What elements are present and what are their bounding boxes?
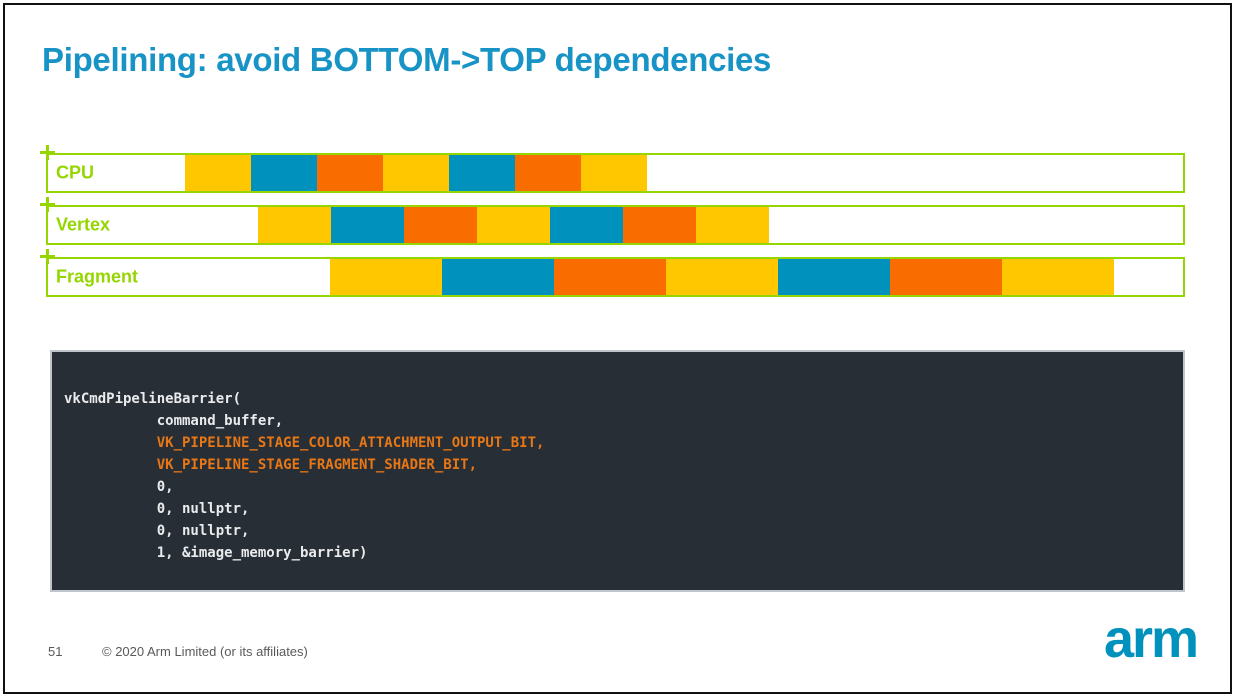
code: vkCmdPipelineBarrier( command_buffer, VK… [64, 388, 1183, 564]
code-line: VK_PIPELINE_STAGE_FRAGMENT_SHADER_BIT, [64, 457, 478, 473]
timeline-segment-blue [550, 207, 623, 243]
timeline-segment-yellow [258, 207, 331, 243]
code-line: 0, nullptr, [64, 501, 250, 517]
timeline-segment-orange [317, 155, 383, 191]
timeline-bar-cpu: CPU [40, 145, 1185, 193]
code-line: 1, &image_memory_barrier) [64, 545, 368, 561]
timeline-segment-orange [515, 155, 581, 191]
timeline-segment-orange [623, 207, 696, 243]
timeline-segment-yellow [1002, 259, 1114, 295]
plus-icon [40, 249, 55, 264]
arm-logo: arm [1103, 609, 1199, 669]
page-number: 51 [48, 644, 63, 659]
code-line: command_buffer, [64, 413, 284, 429]
timeline-segment-blue [442, 259, 554, 295]
timeline-segments [330, 259, 1114, 295]
timeline-segment-yellow [477, 207, 550, 243]
timeline-segments [258, 207, 769, 243]
timeline-bar-vertex: Vertex [40, 197, 1185, 245]
code-block: vkCmdPipelineBarrier( command_buffer, VK… [50, 350, 1185, 592]
timeline-segment-yellow [383, 155, 449, 191]
timeline-segment-yellow [581, 155, 647, 191]
plus-icon [40, 145, 55, 160]
timeline-bar-label: Fragment [56, 266, 139, 287]
timeline-segment-blue [331, 207, 404, 243]
timeline-segment-orange [890, 259, 1002, 295]
timeline-segment-yellow [330, 259, 442, 295]
timeline-bar-label: CPU [56, 162, 95, 183]
code-line: 0, nullptr, [64, 523, 250, 539]
code-line: VK_PIPELINE_STAGE_COLOR_ATTACHMENT_OUTPU… [64, 435, 545, 451]
timeline-segment-orange [554, 259, 666, 295]
slide: Pipelining: avoid BOTTOM->TOP dependenci… [3, 3, 1232, 694]
timeline-bar-fragment: Fragment [40, 249, 1185, 297]
timeline-segment-blue [778, 259, 890, 295]
code-line: 0, [64, 479, 174, 495]
timeline-segment-blue [449, 155, 515, 191]
plus-icon [40, 197, 55, 212]
timeline-segment-yellow [185, 155, 251, 191]
copyright-text: © 2020 Arm Limited (or its affiliates) [102, 644, 308, 659]
timeline-segments [185, 155, 647, 191]
code-line: vkCmdPipelineBarrier( [64, 391, 242, 407]
timeline-segment-yellow [696, 207, 769, 243]
timeline-bar-label: Vertex [56, 214, 111, 235]
slide-title: Pipelining: avoid BOTTOM->TOP dependenci… [42, 41, 772, 78]
timeline-segment-blue [251, 155, 317, 191]
timeline-segment-yellow [666, 259, 778, 295]
timeline-segment-orange [404, 207, 477, 243]
